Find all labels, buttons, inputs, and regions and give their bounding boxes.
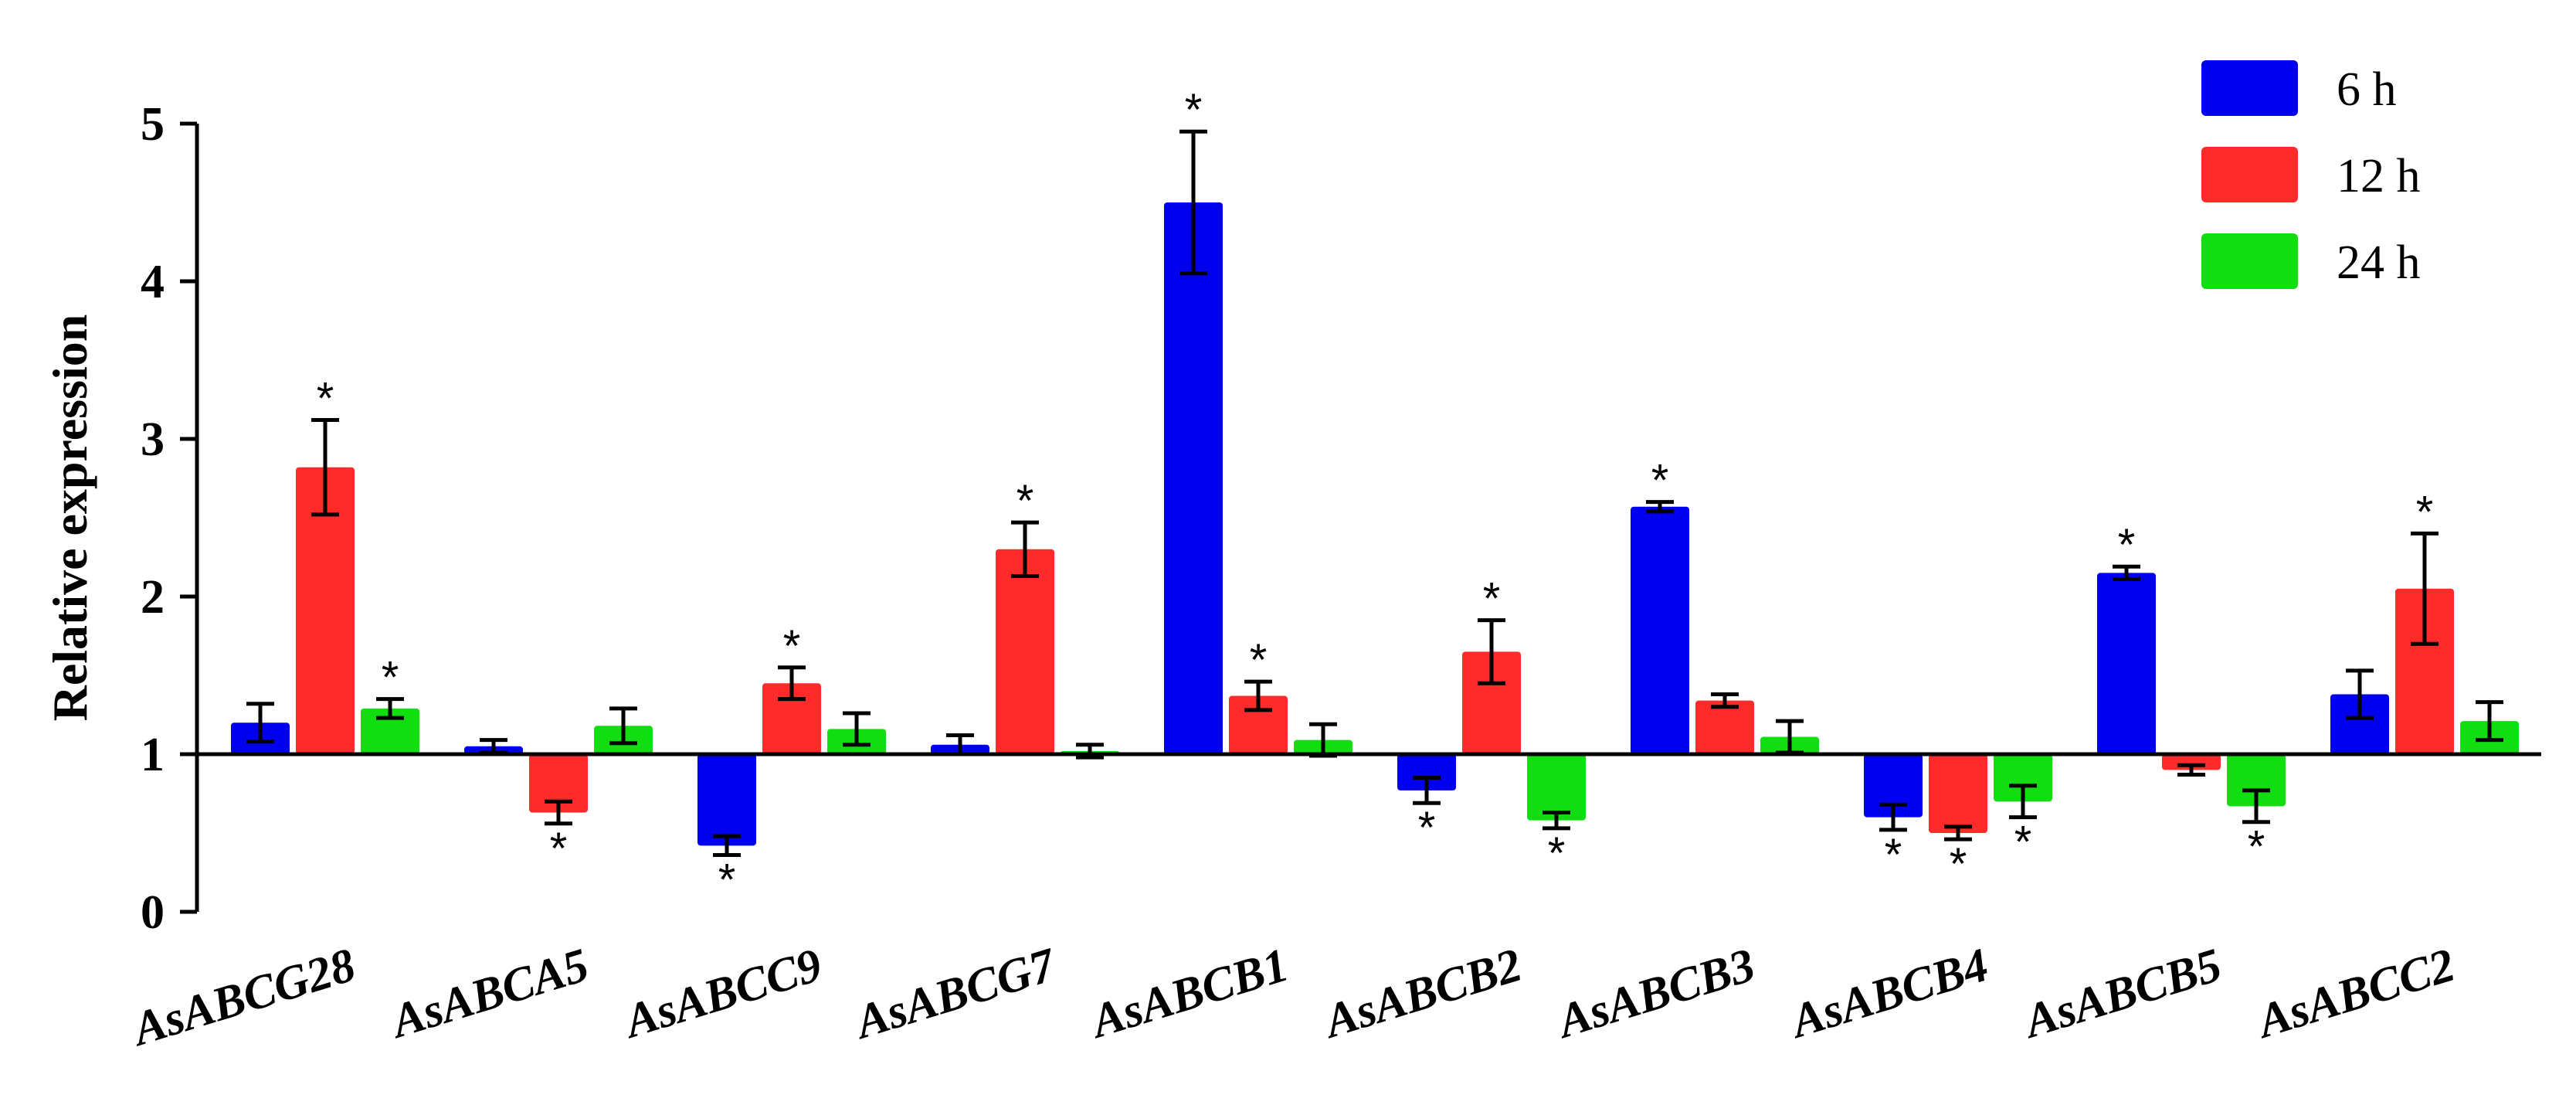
significance-star: *: [2416, 487, 2434, 537]
significance-star: *: [1483, 574, 1501, 624]
bar: [1994, 754, 2052, 802]
y-tick-label: 5: [141, 98, 165, 151]
y-tick-label: 3: [141, 413, 165, 466]
y-axis-label: Relative expression: [42, 314, 97, 722]
category-label: AsABCC2: [2249, 939, 2461, 1049]
category-label: AsABCB1: [1083, 939, 1295, 1049]
bar: [2395, 588, 2454, 754]
bar: [1164, 202, 1223, 754]
category-label: AsABCG28: [124, 939, 361, 1057]
y-tick-label: 2: [141, 571, 165, 624]
bar: [2227, 754, 2286, 807]
significance-star: *: [317, 374, 334, 424]
legend-swatch: [2201, 233, 2298, 289]
significance-star: *: [1885, 830, 1902, 880]
bar: [1462, 651, 1521, 754]
legend: 6 h 12 h 24 h: [2201, 60, 2421, 289]
axes-layer: [195, 124, 2541, 912]
significance-star: *: [382, 653, 399, 703]
significance-star: *: [1548, 828, 1566, 879]
category-label: AsABCB5: [2016, 939, 2228, 1049]
bar: [1695, 700, 1754, 754]
category-label: AsABCA5: [383, 939, 595, 1049]
bar: [2162, 754, 2221, 770]
category-label: AsABCB4: [1783, 939, 1994, 1049]
bar: [697, 754, 756, 846]
bar: [1527, 754, 1586, 821]
legend-swatch: [2201, 60, 2298, 116]
category-label: AsABCC9: [616, 939, 828, 1049]
category-labels: AsABCG28 AsABCA5 AsABCC9 AsABCG7 AsABCB1 AsAB…: [124, 938, 2461, 1057]
significance-star: *: [718, 855, 736, 906]
bar: [1631, 506, 1689, 754]
bar: [529, 754, 588, 813]
significance-star: *: [2248, 822, 2265, 872]
bar: [1229, 695, 1288, 754]
significance-star: *: [2118, 520, 2136, 570]
bar: [296, 467, 355, 754]
category-label: AsABCB3: [1549, 939, 1761, 1049]
significance-star: *: [783, 621, 801, 672]
bar: [361, 708, 419, 754]
bars-layer: [231, 202, 2519, 846]
significance-star: *: [1651, 456, 1669, 506]
bar: [762, 683, 821, 754]
significance-star: *: [2014, 818, 2032, 868]
significance-star: *: [1950, 839, 1967, 889]
significance-star: *: [550, 824, 568, 874]
legend-swatch: [2201, 147, 2298, 202]
y-ticks: 0 1 2 3 4 5: [141, 98, 197, 939]
y-tick-label: 0: [141, 886, 165, 939]
bar: [2330, 694, 2389, 754]
y-tick-label: 1: [141, 729, 165, 781]
error-bars-layer: [246, 129, 2503, 858]
significance-markers-layer: * * * * * * * * * * * * * * * * * *: [317, 85, 2434, 905]
legend-label: 12 h: [2337, 150, 2421, 202]
bar: [1397, 754, 1456, 790]
significance-star: *: [1016, 476, 1034, 526]
bar: [2097, 573, 2156, 754]
category-label: AsABCG7: [847, 938, 1063, 1050]
bar: [1929, 754, 1987, 833]
category-label: AsABCB2: [1316, 939, 1528, 1049]
significance-star: *: [1418, 803, 1436, 853]
legend-label: 6 h: [2337, 63, 2397, 116]
legend-label: 24 h: [2337, 236, 2421, 289]
bar: [996, 549, 1054, 754]
significance-star: *: [1185, 85, 1203, 135]
bar: [1864, 754, 1923, 818]
significance-star: *: [1250, 635, 1268, 685]
y-tick-label: 4: [141, 256, 165, 308]
